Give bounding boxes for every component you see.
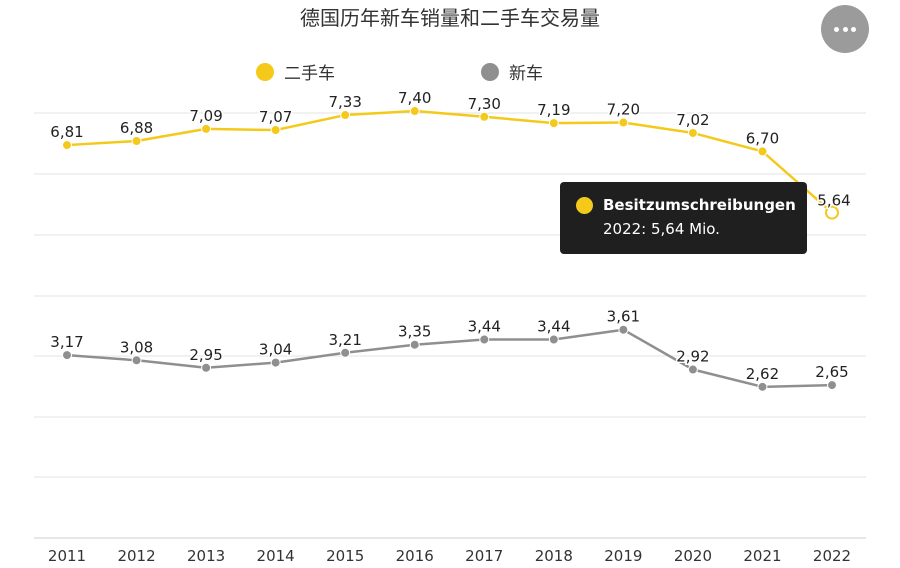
tooltip: Besitzumschreibungen 2022: 5,64 Mio. <box>560 182 807 254</box>
data-point <box>618 324 629 335</box>
x-tick-label: 2021 <box>743 547 781 565</box>
more-horizontal-icon <box>850 26 856 32</box>
data-label: 3,21 <box>328 331 361 349</box>
x-tick-label: 2013 <box>187 547 225 565</box>
legend-item-used-cars[interactable]: 二手车 <box>256 59 335 84</box>
data-label: 2,92 <box>676 348 709 366</box>
data-point <box>479 111 490 122</box>
x-tick-label: 2020 <box>674 547 712 565</box>
data-point <box>270 357 281 368</box>
data-label: 6,88 <box>120 119 153 137</box>
x-tick-label: 2019 <box>604 547 642 565</box>
data-point <box>340 110 351 121</box>
legend-item-new-cars[interactable]: 新车 <box>481 59 543 84</box>
data-point <box>548 118 559 129</box>
more-horizontal-icon <box>842 26 848 32</box>
x-tick-label: 2022 <box>813 547 851 565</box>
data-label: 7,40 <box>398 89 431 107</box>
x-tick-label: 2018 <box>535 547 573 565</box>
data-label: 7,09 <box>189 107 222 125</box>
data-label: 3,44 <box>537 318 570 336</box>
legend-dot-icon <box>256 62 274 81</box>
series-line <box>66 109 833 214</box>
data-label: 3,61 <box>607 308 640 326</box>
data-label: 6,81 <box>50 123 83 141</box>
data-point <box>340 347 351 358</box>
more-horizontal-icon <box>834 26 840 32</box>
data-label: 2,65 <box>815 363 848 381</box>
data-point <box>687 364 698 375</box>
legend-label: 二手车 <box>284 64 335 84</box>
legend-dot-icon <box>481 62 499 81</box>
tooltip-series-name: Besitzumschreibungen <box>603 196 796 214</box>
x-tick-label: 2014 <box>257 547 295 565</box>
data-point <box>757 381 768 392</box>
x-tick-label: 2017 <box>465 547 503 565</box>
legend-label: 新车 <box>509 64 543 84</box>
data-point <box>409 339 420 350</box>
tooltip-dot-icon <box>576 197 593 214</box>
data-point <box>270 125 281 136</box>
data-label: 7,19 <box>537 101 570 119</box>
data-label: 3,08 <box>120 338 153 356</box>
data-label: 7,30 <box>468 95 501 113</box>
tooltip-value: 2022: 5,64 Mio. <box>603 220 720 238</box>
chart-title: 德国历年新车销量和二手车交易量 <box>300 6 600 30</box>
data-label: 7,20 <box>607 101 640 119</box>
data-point <box>548 334 559 345</box>
data-point <box>687 127 698 138</box>
data-label: 6,70 <box>746 129 779 147</box>
data-point <box>131 355 142 366</box>
data-point <box>757 146 768 157</box>
data-label: 2,62 <box>746 365 779 383</box>
x-tick-label: 2015 <box>326 547 364 565</box>
data-label: 3,17 <box>50 333 83 351</box>
x-tick-label: 2011 <box>48 547 86 565</box>
data-point <box>62 140 72 151</box>
data-label: 3,35 <box>398 323 431 341</box>
x-tick-label: 2016 <box>396 547 434 565</box>
data-point <box>409 106 420 117</box>
data-label: 5,64 <box>817 192 850 210</box>
data-label: 2,95 <box>189 346 222 364</box>
more-options-button[interactable] <box>821 5 869 53</box>
data-point <box>131 136 142 147</box>
data-label: 3,44 <box>468 318 501 336</box>
data-point <box>201 362 212 373</box>
data-label: 7,07 <box>259 108 292 126</box>
data-point <box>618 117 629 128</box>
data-point <box>827 380 837 391</box>
data-point <box>479 334 490 345</box>
data-label: 7,02 <box>676 111 709 129</box>
data-point <box>201 123 212 134</box>
data-label: 7,33 <box>328 93 361 111</box>
data-label: 3,04 <box>259 341 292 359</box>
series-line <box>66 328 833 389</box>
data-point <box>62 350 72 361</box>
data-point-highlighted <box>825 205 839 220</box>
x-tick-label: 2012 <box>117 547 155 565</box>
